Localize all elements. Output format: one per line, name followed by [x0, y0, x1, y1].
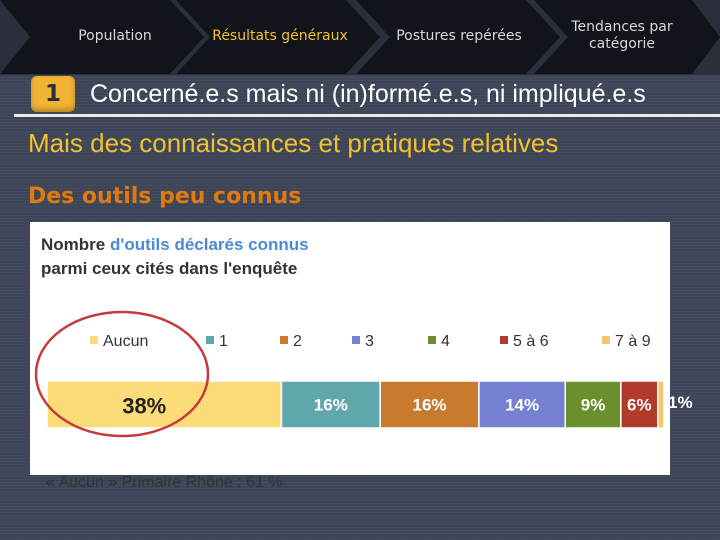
legend-label-aucun: Aucun: [103, 333, 148, 350]
bar-segment-4: [564, 380, 622, 429]
chart-title-accent: d'outils déclarés connus: [109, 235, 309, 254]
nav-arrow-3: [356, 0, 560, 74]
note-aucun-primaire: « Aucun » Primaire Rhône : 61 %: [46, 474, 283, 491]
legend-swatch-3: [352, 336, 360, 344]
bar-segment-7-a-9: [657, 380, 665, 429]
title-divider: [14, 114, 720, 117]
bar-segment-3: [478, 380, 567, 429]
step-navigation: Population Résultats généraux Postures r…: [0, 0, 720, 75]
heading-connaissances: Mais des connaissances et pratiques rela…: [28, 128, 559, 158]
heading-outils: Des outils peu connus: [28, 184, 302, 209]
chart-title: Nombre d'outils déclarés connus parmi ce…: [41, 233, 401, 281]
legend-label-1: 1: [219, 333, 228, 350]
legend-label-5-a-6: 5 à 6: [513, 333, 549, 350]
legend-swatch-1: [206, 336, 214, 344]
section-number-badge: 1: [31, 76, 75, 112]
nav-arrow-1: [0, 0, 204, 74]
bar-label-3: 14%: [505, 396, 539, 415]
nav-arrows: [0, 0, 720, 74]
bar-label-1: 16%: [314, 396, 348, 415]
nav-step-population[interactable]: Population: [78, 27, 152, 44]
nav-step-resultats-generaux[interactable]: Résultats généraux: [212, 27, 348, 44]
legend-label-3: 3: [365, 333, 374, 350]
legend-swatch-4: [428, 336, 436, 344]
nav-step-tendances-par-categorie[interactable]: Tendances par catégorie: [571, 19, 673, 52]
bar-segment-1: [280, 380, 381, 429]
nav-arrow-4: [534, 0, 720, 74]
nav-step-postures-reperees[interactable]: Postures repérées: [396, 27, 522, 44]
nav-arrow-2: [176, 0, 380, 74]
bar-label-5-a-6: 6%: [627, 396, 652, 415]
legend-label-2: 2: [293, 333, 302, 350]
legend-swatch-aucun: [90, 336, 98, 344]
chart-title-part3: parmi ceux cités dans l'enquête: [41, 259, 298, 278]
highlight-circle: [34, 310, 210, 438]
legend-label-4: 4: [441, 333, 450, 350]
legend-label-7-a-9: 7 à 9: [615, 333, 651, 350]
bar-label-2: 16%: [413, 396, 447, 415]
chart-title-part1: Nombre: [41, 235, 110, 254]
legend-swatch-2: [280, 336, 288, 344]
chart-panel: Nombre d'outils déclarés connus parmi ce…: [30, 222, 670, 475]
legend-swatch-5-a-6: [500, 336, 508, 344]
bar-label-outside: 1%: [668, 393, 693, 412]
bar-segment-aucun: [46, 380, 283, 429]
bar-segment-5-a-6: [620, 380, 659, 429]
bar-label-aucun: 38%: [122, 394, 166, 419]
legend-swatch-7-a-9: [602, 336, 610, 344]
bar-label-4: 9%: [581, 396, 606, 415]
slide-title: Concerné.e.s mais ni (in)formé.e.s, ni i…: [90, 80, 646, 108]
